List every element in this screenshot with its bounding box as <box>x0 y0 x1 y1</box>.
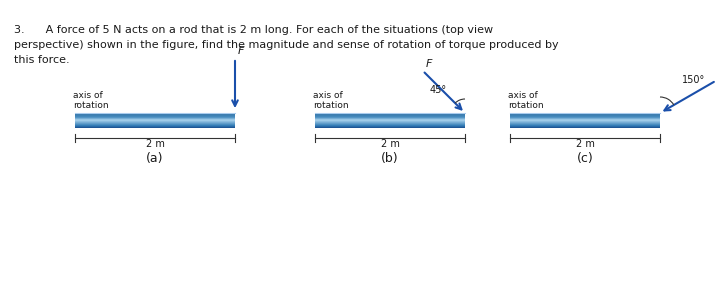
Bar <box>75 114 235 115</box>
Bar <box>75 113 235 114</box>
Bar <box>510 122 660 123</box>
Bar <box>75 119 235 120</box>
Bar <box>75 118 235 119</box>
Bar <box>510 121 660 122</box>
Bar <box>510 118 660 119</box>
Bar <box>315 127 465 128</box>
Bar <box>315 121 465 122</box>
Bar <box>510 124 660 125</box>
Bar <box>510 113 660 114</box>
Bar <box>315 124 465 125</box>
Bar <box>75 112 235 114</box>
Bar <box>315 118 465 119</box>
Bar <box>510 127 660 128</box>
Bar <box>75 125 235 126</box>
Bar <box>315 126 465 128</box>
Bar <box>315 113 465 114</box>
Bar <box>315 115 465 116</box>
Text: this force.: this force. <box>14 55 70 65</box>
Bar <box>510 112 660 114</box>
Bar <box>510 119 660 120</box>
Text: axis of
rotation: axis of rotation <box>73 91 109 110</box>
Bar <box>315 125 465 126</box>
Bar <box>75 114 235 115</box>
Bar <box>315 114 465 115</box>
Text: 2 m: 2 m <box>145 139 164 149</box>
Bar <box>75 121 235 122</box>
Bar <box>315 116 465 118</box>
Bar <box>510 122 660 124</box>
Bar <box>75 122 235 123</box>
Bar <box>75 124 235 125</box>
Bar <box>510 123 660 124</box>
Bar <box>510 121 660 122</box>
Text: 45°: 45° <box>430 85 447 95</box>
Bar <box>75 117 235 118</box>
Bar <box>75 116 235 117</box>
Bar <box>75 125 235 126</box>
Bar <box>510 116 660 118</box>
Bar <box>510 120 660 121</box>
Bar <box>75 126 235 127</box>
Bar <box>315 119 465 121</box>
Bar <box>510 116 660 117</box>
Text: 2 m: 2 m <box>381 139 400 149</box>
Bar <box>510 115 660 116</box>
Bar <box>315 126 465 127</box>
Bar <box>510 119 660 121</box>
Text: axis of
rotation: axis of rotation <box>508 91 544 110</box>
Bar <box>510 125 660 126</box>
Text: F: F <box>426 58 432 68</box>
Bar <box>75 118 235 119</box>
Bar <box>315 124 465 125</box>
Bar <box>510 126 660 127</box>
Bar <box>510 115 660 116</box>
Bar <box>75 126 235 128</box>
Bar <box>510 114 660 115</box>
Bar <box>75 123 235 124</box>
Text: 3.      A force of 5 N acts on a rod that is 2 m long. For each of the situation: 3. A force of 5 N acts on a rod that is … <box>14 25 493 35</box>
Text: perspective) shown in the figure, find the magnitude and sense of rotation of to: perspective) shown in the figure, find t… <box>14 40 559 50</box>
Bar <box>75 120 235 121</box>
Bar <box>315 122 465 124</box>
Bar <box>75 124 235 125</box>
Bar <box>510 124 660 125</box>
Bar <box>75 115 235 116</box>
Bar <box>315 115 465 116</box>
Bar <box>75 121 235 122</box>
Bar <box>315 123 465 124</box>
Bar <box>75 127 235 128</box>
Bar <box>315 112 465 114</box>
Bar <box>315 114 465 115</box>
Bar <box>315 117 465 118</box>
Bar <box>510 117 660 118</box>
Bar <box>510 126 660 128</box>
Bar <box>510 118 660 119</box>
Text: F: F <box>238 46 244 56</box>
Text: (a): (a) <box>146 152 163 165</box>
Text: (b): (b) <box>381 152 399 165</box>
Bar <box>315 122 465 123</box>
Bar <box>315 120 465 121</box>
Bar <box>315 118 465 119</box>
Bar <box>510 125 660 126</box>
Bar <box>315 116 465 117</box>
Bar <box>315 125 465 126</box>
Bar <box>315 119 465 120</box>
Bar <box>75 119 235 121</box>
Text: 2 m: 2 m <box>575 139 595 149</box>
Bar <box>75 115 235 116</box>
Bar <box>315 121 465 122</box>
Text: axis of
rotation: axis of rotation <box>313 91 348 110</box>
Text: (c): (c) <box>577 152 593 165</box>
Text: 150°: 150° <box>682 75 706 85</box>
Bar <box>510 114 660 115</box>
Bar <box>75 122 235 124</box>
Bar <box>75 116 235 118</box>
